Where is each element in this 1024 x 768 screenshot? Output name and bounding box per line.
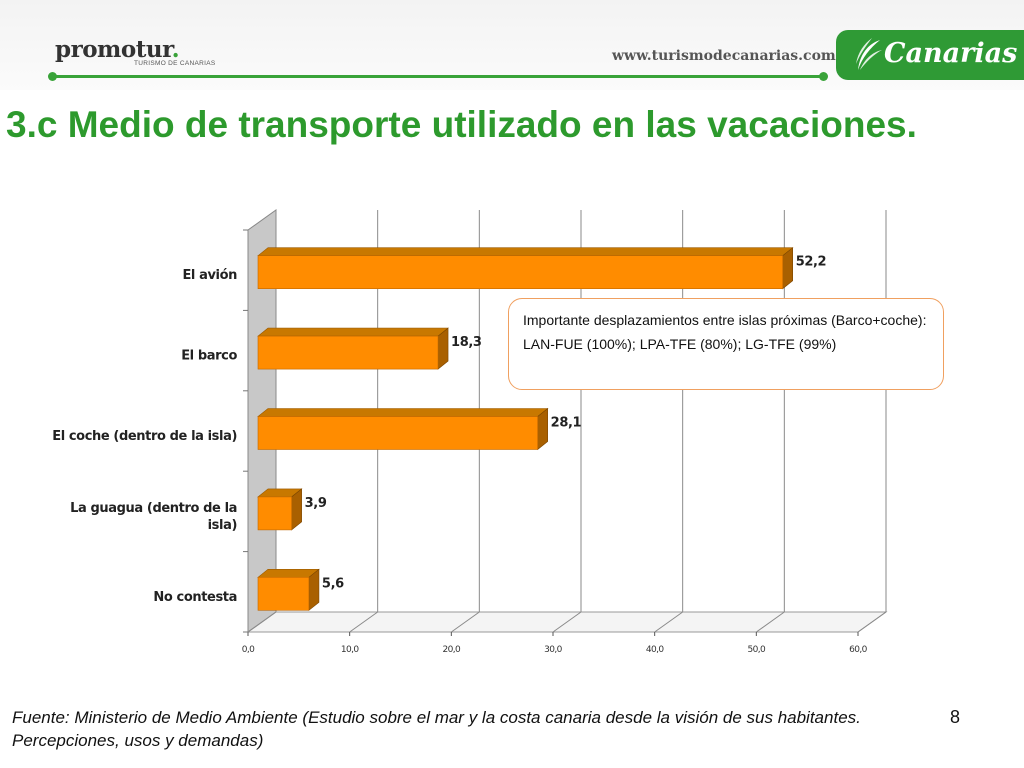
gridline-floor xyxy=(349,611,378,633)
promotur-logo-text: promotur xyxy=(55,36,172,63)
bar-top xyxy=(257,568,320,578)
bar-top xyxy=(257,408,549,417)
data-label: 3,9 xyxy=(305,496,327,511)
callout-box: Importante desplazamientos entre islas p… xyxy=(508,298,944,390)
x-tick-label: 50,0 xyxy=(748,645,767,655)
promotur-logo-dot: . xyxy=(171,36,180,63)
bar-chart-svg: 0,0 10,0 20,0 30,0 40,0 50,0 60,0 52,2 El avión 1… xyxy=(52,209,888,655)
slide-title: 3.c Medio de transporte utilizado en las… xyxy=(6,104,917,145)
data-label: 5,6 xyxy=(322,576,344,591)
bar xyxy=(257,496,292,531)
palm-leaf-icon xyxy=(856,38,882,70)
bar-top xyxy=(257,247,794,257)
category-label: La guagua (dentro de la xyxy=(70,501,237,516)
bar-chart: 0,0 10,0 20,0 30,0 40,0 50,0 60,0 52,2 El avión 1… xyxy=(0,195,1024,665)
slide-header: promotur. TURISMO DE CANARIAS www.turism… xyxy=(0,0,1024,95)
gridline-floor xyxy=(857,611,887,633)
gridline-floor xyxy=(654,611,683,633)
data-label: 28,1 xyxy=(551,416,582,431)
header-rule xyxy=(52,75,824,78)
x-tick-label: 40,0 xyxy=(646,645,665,655)
category-label: isla) xyxy=(208,518,237,533)
gridline-floor xyxy=(451,611,480,633)
x-tick-label: 20,0 xyxy=(443,645,462,655)
bar xyxy=(257,416,538,450)
category-label: El avión xyxy=(182,268,237,283)
bar xyxy=(257,335,439,370)
category-label: El coche (dentro de la isla) xyxy=(52,429,237,444)
category-label: El barco xyxy=(181,349,237,364)
bar xyxy=(257,576,310,611)
promotur-logo-subtitle: TURISMO DE CANARIAS xyxy=(134,60,216,67)
page-number: 8 xyxy=(950,707,961,727)
x-tick-label: 0,0 xyxy=(242,645,255,655)
gridline-floor xyxy=(756,611,785,633)
footer-source: Fuente: Ministerio de Medio Ambiente (Es… xyxy=(12,708,861,750)
gridline-floor xyxy=(247,611,277,633)
promotur-logo: promotur. xyxy=(55,36,180,63)
gridline-floor xyxy=(552,611,582,633)
bar-top xyxy=(257,327,449,337)
canarias-brand-text: Canarias xyxy=(884,38,1018,69)
canarias-brand-badge: Canarias xyxy=(836,30,1024,80)
data-label: 52,2 xyxy=(796,255,826,270)
data-label: 18,3 xyxy=(451,335,482,350)
bar xyxy=(257,255,784,290)
rule-dot-right xyxy=(819,72,828,81)
x-tick-label: 10,0 xyxy=(341,645,360,655)
site-url: www.turismodecanarias.com xyxy=(612,48,836,64)
x-tick-label: 30,0 xyxy=(544,645,563,655)
callout-line-1: Importante desplazamientos entre islas p… xyxy=(523,312,927,328)
category-label: No contesta xyxy=(153,590,237,605)
callout-line-2: LAN-FUE (100%); LPA-TFE (80%); LG-TFE (9… xyxy=(523,336,837,352)
rule-dot-left xyxy=(48,72,57,81)
x-tick-label: 60,0 xyxy=(849,645,868,655)
